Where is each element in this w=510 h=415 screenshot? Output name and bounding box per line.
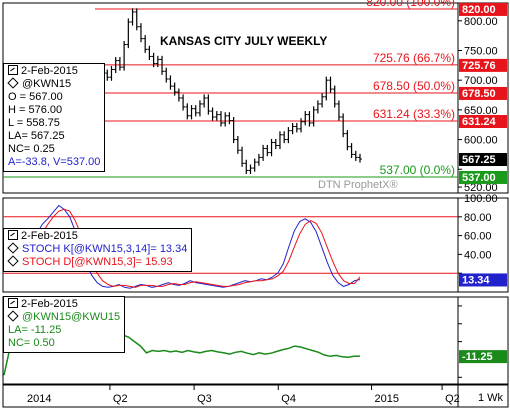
y-tick-label: 650.00	[464, 105, 498, 117]
fib-tag-bg	[459, 2, 507, 16]
spread-settings-icon[interactable]	[8, 298, 18, 308]
x-tick-label: Q3	[197, 393, 212, 405]
diamond-icon	[7, 310, 19, 322]
x-tick-label: 2014	[27, 393, 51, 405]
chart-settings-icon[interactable]	[8, 65, 18, 75]
x-tick-label: Q2	[445, 393, 460, 405]
interval-label: 1 Wk	[478, 392, 504, 404]
stoch-settings-icon[interactable]	[8, 230, 18, 240]
fib-label: 678.50 (50.0%)	[373, 79, 455, 93]
fib-label: 537.00 (0.0%)	[380, 163, 455, 177]
fib-tag-bg	[459, 86, 507, 100]
x-tick-label: 2015	[375, 393, 399, 405]
spread-legend: 2-Feb-2015 @KWN15@KWU15 LA= -11.25 NC= 0…	[3, 296, 126, 353]
spread-legend-date: 2-Feb-2015	[21, 298, 78, 310]
fib-tag-bg	[459, 115, 507, 129]
legend-open: O = 567.00	[8, 91, 63, 103]
y-tick-label: 520.00	[464, 182, 498, 194]
stoch-last-tag: 13.34	[462, 274, 490, 286]
diamond-icon	[7, 255, 19, 267]
y-tick-label: 750.00	[464, 46, 498, 58]
y-tick-label: 80.00	[464, 212, 492, 224]
y-tick-label: 40.00	[464, 249, 492, 261]
fib-tag: 631.24	[462, 116, 497, 128]
spread-last: LA= -11.25	[8, 324, 62, 336]
x-tick-label: Q2	[113, 393, 128, 405]
spread-panel: -11.25	[2, 296, 509, 385]
fib-tag: 820.00	[462, 4, 496, 16]
y-tick-label: 60.00	[464, 231, 492, 243]
legend-last: LA= 567.25	[8, 130, 65, 142]
interval-box	[457, 384, 509, 408]
spread-last-tag: -11.25	[462, 351, 493, 363]
fib-tag: 725.76	[462, 60, 496, 72]
legend-net-change: NC= 0.25	[8, 143, 55, 155]
diamond-icon	[7, 77, 19, 89]
axis-frame-2	[457, 296, 509, 385]
y-tick-label: 700.00	[464, 75, 498, 87]
stoch-legend-date: 2-Feb-2015	[21, 230, 78, 242]
chart-title: KANSAS CITY JULY WEEKLY	[160, 34, 327, 48]
y-tick-label: 800.00	[464, 16, 498, 28]
spread-symbol: @KWN15@KWU15	[22, 311, 121, 323]
fib-label: 820.00 (100.0%)	[366, 0, 455, 9]
stoch-last-tag-bg	[459, 273, 507, 287]
legend-cursor: A=-33.8, V=537.00	[8, 156, 101, 168]
x-tick-label: Q4	[281, 393, 296, 405]
fib-tag: 537.00	[462, 172, 496, 184]
y-tick-label: 100.00	[464, 193, 498, 205]
last-price-tag: 567.25	[462, 154, 496, 166]
spread-net-change: NC= 0.50	[8, 337, 55, 349]
price-panel: KANSAS CITY JULY WEEKLY 820.00 (100.0%) 72…	[2, 0, 509, 194]
fib-label: 725.76 (66.7%)	[373, 51, 455, 65]
watermark: DTN ProphetX®	[318, 179, 398, 191]
legend-date: 2-Feb-2015	[21, 65, 78, 77]
stochastic-panel: 100.00 80.00 60.00 40.00 13.34	[2, 193, 509, 293]
fib-label: 631.24 (33.3%)	[373, 107, 455, 121]
stoch-d-line	[3, 208, 361, 288]
y-tick-label: 600.00	[464, 135, 498, 147]
fib-tag-bg	[459, 58, 507, 72]
legend-symbol: @KWN15	[22, 78, 72, 90]
stoch-d-label: STOCH D[@KWN15,3]= 15.93	[22, 256, 173, 268]
fib-tag-bg	[459, 170, 507, 184]
stoch-legend: 2-Feb-2015 STOCH K[@KWN15,3,14]= 13.34 S…	[3, 228, 193, 272]
legend-low: L = 558.75	[8, 117, 60, 129]
diamond-icon	[7, 242, 19, 254]
price-legend: 2-Feb-2015 @KWN15 O = 567.00 H = 576.00 …	[3, 63, 106, 172]
x-axis: 2014 Q2 Q3 Q4 2015 Q2 1 Wk	[2, 384, 509, 408]
stoch-k-label: STOCH K[@KWN15,3,14]= 13.34	[22, 243, 188, 255]
last-price-tag-bg	[459, 153, 507, 167]
fib-tag: 678.50	[462, 88, 496, 100]
legend-high: H = 576.00	[8, 104, 63, 116]
spread-last-tag-bg	[459, 350, 507, 364]
